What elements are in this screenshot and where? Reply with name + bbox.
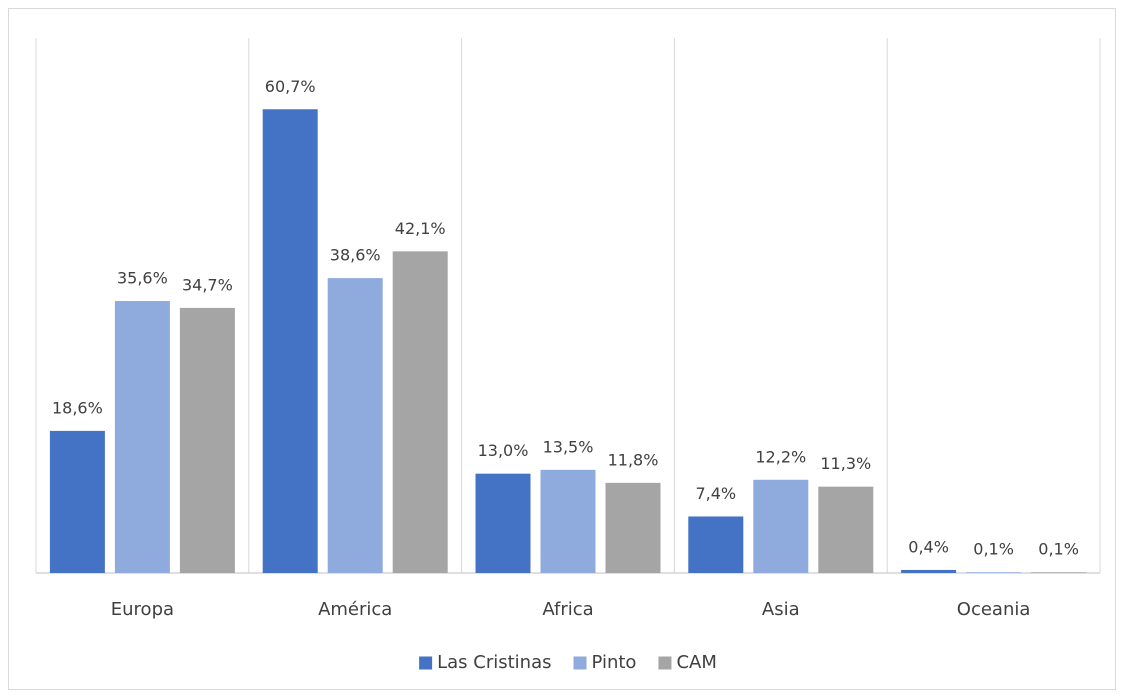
bar (540, 469, 596, 573)
bar (753, 479, 809, 573)
bar (114, 301, 170, 573)
data-label: 12,2% (755, 447, 806, 466)
data-label: 0,1% (1038, 540, 1079, 559)
data-label: 35,6% (117, 269, 168, 288)
bar (688, 516, 744, 573)
legend-swatch (419, 656, 433, 670)
data-label: 7,4% (695, 484, 736, 503)
bar (1031, 572, 1087, 573)
x-tick-label: Asia (762, 599, 800, 620)
data-label: 0,4% (908, 537, 949, 556)
data-label: 18,6% (52, 398, 103, 417)
chart-frame (8, 8, 1116, 690)
data-label: 11,8% (608, 450, 659, 469)
x-tick-label: Europa (111, 599, 174, 620)
data-label: 13,0% (478, 441, 529, 460)
data-label: 0,1% (973, 540, 1014, 559)
bar (179, 307, 235, 573)
x-tick-label: Africa (542, 599, 593, 620)
bar (605, 482, 661, 573)
data-label: 13,5% (543, 437, 594, 456)
bar (475, 473, 531, 573)
bar (901, 569, 957, 573)
bar (966, 572, 1022, 573)
bar (262, 109, 318, 573)
legend-swatch (573, 656, 587, 670)
bar (818, 486, 874, 573)
bar (327, 278, 383, 573)
legend-label: Pinto (592, 652, 637, 673)
data-label: 34,7% (182, 275, 233, 294)
x-tick-label: América (318, 599, 392, 620)
data-label: 11,3% (820, 454, 871, 473)
bar (392, 251, 448, 573)
data-label: 42,1% (395, 219, 446, 238)
legend-label: CAM (676, 652, 716, 673)
legend-swatch (658, 656, 672, 670)
bar (49, 430, 105, 573)
legend-label: Las Cristinas (437, 652, 551, 673)
data-label: 60,7% (265, 77, 316, 96)
x-tick-label: Oceania (957, 599, 1031, 620)
data-label: 38,6% (330, 246, 381, 265)
